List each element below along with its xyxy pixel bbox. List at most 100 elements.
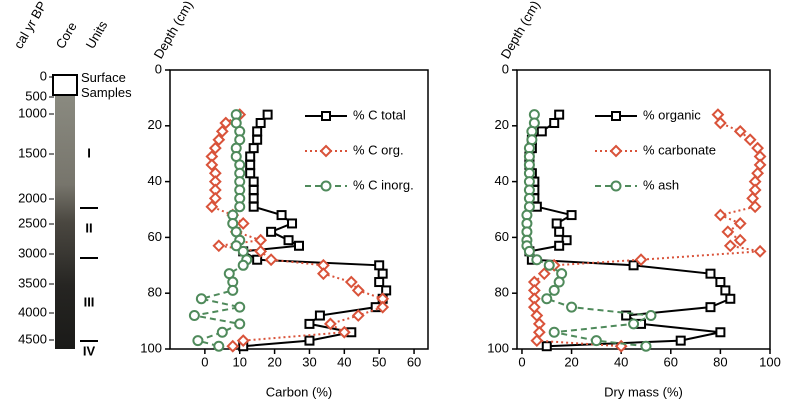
- marker: [227, 284, 239, 296]
- x-tick-label: 30: [302, 354, 316, 369]
- legend-marker: [321, 111, 331, 121]
- marker: [553, 276, 565, 288]
- marker: [216, 326, 228, 338]
- marker: [276, 210, 287, 221]
- marker: [205, 158, 219, 172]
- x-tick-label: 80: [713, 354, 727, 369]
- marker: [252, 126, 263, 137]
- marker: [304, 318, 315, 329]
- x-axis-title: Carbon (%): [266, 384, 332, 399]
- marker: [548, 284, 560, 296]
- marker: [219, 116, 233, 130]
- marker: [530, 334, 544, 348]
- marker: [705, 302, 716, 313]
- y-tick-label: 20: [495, 117, 509, 132]
- marker: [226, 339, 240, 353]
- marker: [561, 235, 572, 246]
- marker: [351, 309, 365, 322]
- marker: [554, 226, 565, 237]
- age-tick-label: 1000: [18, 105, 47, 120]
- x-tick-label: 40: [614, 354, 628, 369]
- marker: [262, 109, 273, 120]
- legend-marker: [319, 144, 333, 158]
- age-tick-label: 500: [25, 88, 47, 103]
- marker: [376, 300, 390, 314]
- unit-label: I: [87, 145, 91, 160]
- marker: [208, 141, 222, 155]
- age-tick-label: 3000: [18, 245, 47, 260]
- marker: [748, 200, 762, 214]
- marker: [675, 335, 686, 346]
- unit-label: II: [85, 220, 92, 235]
- marker: [237, 259, 249, 271]
- marker: [566, 210, 577, 221]
- marker: [212, 133, 226, 147]
- x-tick-label: 0: [518, 354, 525, 369]
- surface-label: Surface Samples: [81, 70, 132, 100]
- marker: [566, 301, 578, 313]
- unit-label: III: [84, 294, 95, 309]
- surface-box: [52, 74, 78, 96]
- y-tick-label: 100: [140, 340, 162, 355]
- marker: [337, 325, 351, 339]
- x-tick-label: 50: [372, 354, 386, 369]
- legend-marker: [610, 180, 622, 192]
- marker: [536, 126, 547, 137]
- marker: [248, 176, 259, 187]
- y-tick-label: 40: [148, 173, 162, 188]
- marker: [316, 267, 330, 281]
- marker: [548, 326, 560, 338]
- age-tick-label: 2000: [18, 190, 47, 205]
- legend-label: % organic: [643, 107, 701, 122]
- marker: [248, 193, 259, 204]
- age-tick-label: 3500: [18, 275, 47, 290]
- units-label: Units: [83, 18, 111, 52]
- marker: [645, 310, 657, 322]
- marker: [590, 335, 602, 347]
- marker: [713, 116, 727, 130]
- marker: [628, 318, 640, 330]
- marker: [254, 233, 268, 247]
- marker: [541, 341, 552, 352]
- y-tick-label: 80: [148, 285, 162, 300]
- marker: [723, 239, 737, 253]
- marker: [374, 260, 385, 271]
- y-tick-label: 20: [148, 117, 162, 132]
- marker: [634, 253, 648, 267]
- marker: [245, 159, 256, 170]
- x-tick-label: 40: [337, 354, 351, 369]
- marker: [287, 218, 298, 229]
- x-tick-label: 60: [664, 354, 678, 369]
- marker: [245, 168, 256, 179]
- marker: [733, 233, 747, 247]
- plot-frame: [169, 69, 429, 350]
- marker: [192, 335, 204, 347]
- marker: [374, 277, 385, 288]
- legend-label: % C inorg.: [353, 177, 414, 192]
- marker: [733, 124, 747, 138]
- marker: [252, 254, 263, 265]
- legend-label: % carbonate: [643, 142, 716, 157]
- y-tick-label: 40: [495, 173, 509, 188]
- series-line: [525, 114, 655, 348]
- marker: [713, 208, 727, 222]
- marker: [377, 268, 388, 279]
- marker: [621, 310, 632, 321]
- marker: [743, 133, 757, 147]
- marker: [304, 335, 315, 346]
- y-axis-title: Depth (cm): [498, 0, 543, 61]
- marker: [236, 217, 250, 230]
- marker: [255, 118, 266, 129]
- marker: [531, 254, 543, 266]
- x-tick-label: 60: [407, 354, 421, 369]
- marker: [323, 317, 337, 331]
- marker: [213, 340, 225, 352]
- marker: [266, 226, 277, 237]
- marker: [523, 245, 535, 257]
- y-tick-label: 60: [495, 229, 509, 244]
- marker: [733, 217, 747, 230]
- marker: [215, 124, 229, 138]
- x-tick-label: 100: [759, 354, 781, 369]
